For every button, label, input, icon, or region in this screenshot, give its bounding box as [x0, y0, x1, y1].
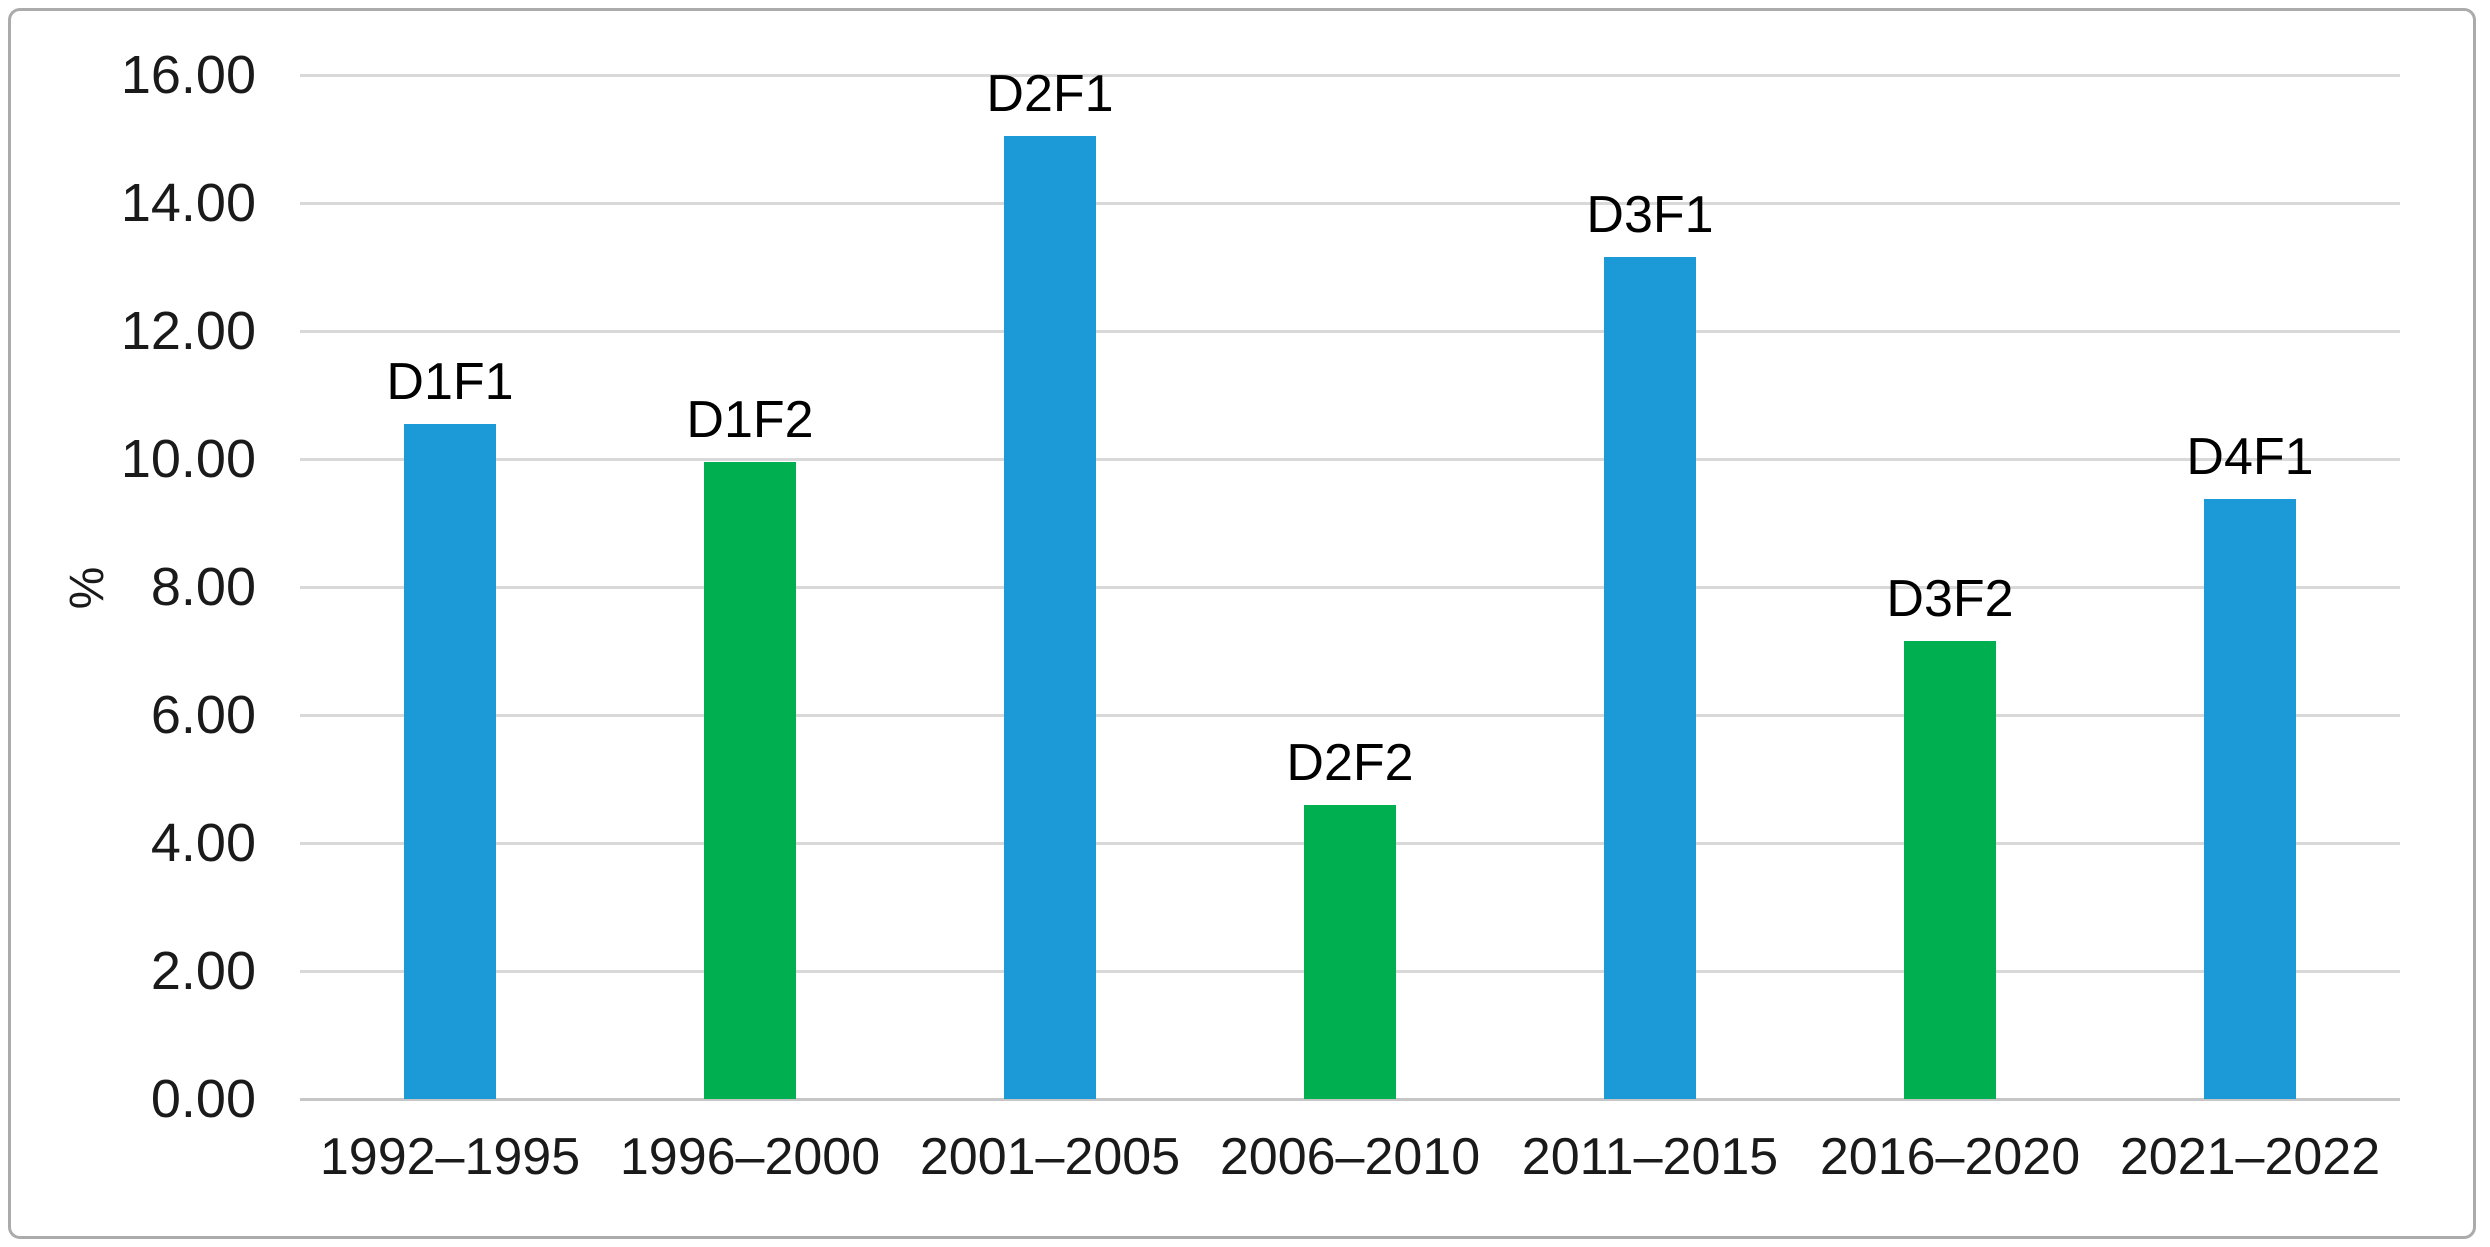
y-tick-label: 2.00 — [150, 941, 256, 1001]
y-tick-label: 16.00 — [120, 45, 256, 105]
bar-d3f1 — [1604, 257, 1696, 1099]
gridline — [300, 714, 2400, 717]
bar-d4f1 — [2204, 498, 2296, 1099]
bar-d1f1 — [404, 423, 496, 1099]
y-tick-label: 0.00 — [150, 1069, 256, 1129]
figure-border — [8, 8, 2476, 1239]
y-tick-label: 14.00 — [120, 173, 256, 233]
bar-d1f2 — [704, 462, 796, 1099]
bar-data-label: D4F1 — [2186, 427, 2314, 486]
x-tick-label: 1996–2000 — [619, 1128, 881, 1186]
x-tick-label: 2021–2022 — [2119, 1128, 2381, 1186]
x-tick-label: 2001–2005 — [919, 1128, 1181, 1186]
x-tick-label: 2016–2020 — [1819, 1128, 2081, 1186]
bar-d3f2 — [1904, 641, 1996, 1099]
x-tick-label: 1992–1995 — [319, 1128, 581, 1186]
bar-data-label: D3F2 — [1886, 570, 2014, 629]
bar-data-label: D3F1 — [1586, 186, 1714, 245]
y-tick-label: 12.00 — [120, 301, 256, 361]
gridline — [300, 74, 2400, 77]
x-tick-label: 2011–2015 — [1521, 1128, 1779, 1186]
bar-data-label: D1F1 — [386, 352, 514, 411]
y-tick-label: 6.00 — [150, 685, 256, 745]
bar-data-label: D2F2 — [1286, 733, 1414, 792]
bar-d2f1 — [1004, 135, 1096, 1099]
x-axis-line — [300, 1098, 2400, 1101]
y-tick-label: 10.00 — [120, 429, 256, 489]
bar-data-label: D1F2 — [686, 391, 814, 450]
bar-data-label: D2F1 — [986, 64, 1114, 123]
gridline — [300, 202, 2400, 205]
x-tick-label: 2006–2010 — [1219, 1128, 1481, 1186]
gridline — [300, 330, 2400, 333]
y-tick-label: 4.00 — [150, 813, 256, 873]
gridline — [300, 458, 2400, 461]
gridline — [300, 586, 2400, 589]
bar-d2f2 — [1304, 804, 1396, 1099]
y-tick-label: 8.00 — [150, 557, 256, 617]
